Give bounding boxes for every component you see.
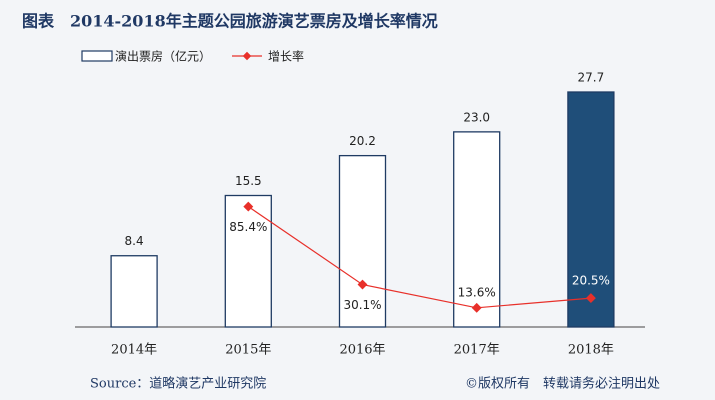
bar [338,154,387,328]
x-tick-label: 2018年 [568,343,614,358]
legend-marker [242,51,252,61]
growth-marker [243,201,254,212]
growth-value-label: 20.5% [572,274,610,288]
bar-value-label: 8.4 [125,234,144,248]
source: Source：道略演艺产业研究院 [90,376,266,392]
legend-label: 增长率 [268,49,304,64]
growth-value-label: 13.6% [458,285,496,299]
x-tick-label: 2014年 [111,343,157,358]
chart-title: 图表 2014-2018年主题公园旅游演艺票房及增长率情况 [22,12,438,31]
growth-marker [585,293,596,304]
growth-value-label: 85.4% [229,220,267,234]
bar [453,131,501,328]
growth-marker [471,302,482,313]
x-tick-label: 2017年 [454,343,500,358]
bar [567,91,615,328]
legend-label: 演出票房（亿元） [115,49,211,64]
bar [224,194,272,328]
x-tick-label: 2015年 [225,343,271,358]
x-tick-label: 2016年 [339,343,385,358]
bar-value-label: 20.2 [349,134,376,148]
bar-value-label: 27.7 [578,71,605,85]
bar [110,255,158,328]
growth-value-label: 30.1% [343,298,381,312]
legend-swatch [81,50,113,62]
bar-value-label: 23.0 [463,110,490,124]
growth-marker [357,279,368,290]
copyright: ©版权所有 转载请务必注明出处 [465,376,660,392]
growth-line [247,206,591,309]
bar-value-label: 15.5 [235,174,262,188]
